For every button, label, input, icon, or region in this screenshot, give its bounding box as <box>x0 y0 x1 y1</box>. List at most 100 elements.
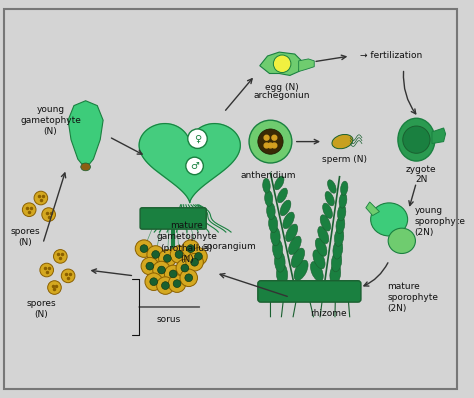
Circle shape <box>180 269 198 287</box>
Circle shape <box>145 273 163 291</box>
Circle shape <box>169 270 177 278</box>
Circle shape <box>34 191 48 205</box>
Ellipse shape <box>81 163 91 171</box>
FancyBboxPatch shape <box>258 281 361 302</box>
Circle shape <box>190 248 207 265</box>
Text: ♂: ♂ <box>190 161 199 171</box>
Ellipse shape <box>330 263 341 285</box>
Circle shape <box>191 258 199 266</box>
Circle shape <box>403 126 430 153</box>
Circle shape <box>185 274 192 282</box>
Text: young
sporophyte
(2N): young sporophyte (2N) <box>414 206 465 237</box>
Ellipse shape <box>339 193 347 208</box>
Circle shape <box>264 143 269 148</box>
Text: egg (N): egg (N) <box>265 83 299 92</box>
Polygon shape <box>432 128 446 144</box>
Circle shape <box>173 280 181 287</box>
Circle shape <box>140 245 148 252</box>
Circle shape <box>158 266 165 274</box>
Ellipse shape <box>264 190 273 206</box>
Ellipse shape <box>283 212 294 228</box>
Ellipse shape <box>315 238 327 256</box>
Circle shape <box>42 208 55 221</box>
Ellipse shape <box>331 252 342 272</box>
Circle shape <box>135 240 153 258</box>
Circle shape <box>181 264 189 272</box>
Text: spores
(N): spores (N) <box>26 299 55 319</box>
Ellipse shape <box>286 224 298 242</box>
Polygon shape <box>260 52 301 76</box>
Text: mature
gametophyte
(prothallus)
(N): mature gametophyte (prothallus) (N) <box>156 221 217 264</box>
Circle shape <box>61 269 75 283</box>
Circle shape <box>175 251 183 258</box>
Polygon shape <box>139 123 240 203</box>
Ellipse shape <box>294 260 308 281</box>
Ellipse shape <box>323 203 332 219</box>
Circle shape <box>146 262 154 270</box>
Text: spores
(N): spores (N) <box>10 227 40 247</box>
Polygon shape <box>299 59 314 72</box>
Ellipse shape <box>271 227 280 246</box>
Ellipse shape <box>310 261 323 281</box>
Text: rhizome: rhizome <box>310 309 347 318</box>
Circle shape <box>187 245 194 252</box>
Text: zygote
2N: zygote 2N <box>406 165 437 184</box>
Text: ♀: ♀ <box>194 134 201 144</box>
Circle shape <box>147 246 164 263</box>
Circle shape <box>268 143 273 148</box>
Circle shape <box>164 265 182 283</box>
Circle shape <box>150 278 158 286</box>
Ellipse shape <box>276 263 288 285</box>
Ellipse shape <box>320 215 330 231</box>
Circle shape <box>186 157 203 175</box>
Ellipse shape <box>341 181 348 195</box>
Ellipse shape <box>269 215 278 233</box>
Text: sporangium: sporangium <box>202 242 256 251</box>
Ellipse shape <box>325 191 334 206</box>
Ellipse shape <box>274 176 284 190</box>
Polygon shape <box>68 101 103 164</box>
Circle shape <box>40 263 54 277</box>
Circle shape <box>186 254 203 271</box>
Circle shape <box>152 251 160 258</box>
Circle shape <box>22 203 36 217</box>
Ellipse shape <box>328 180 336 193</box>
Circle shape <box>156 277 174 295</box>
Ellipse shape <box>337 205 346 221</box>
Circle shape <box>141 258 159 275</box>
Circle shape <box>176 259 193 277</box>
Circle shape <box>168 275 186 293</box>
Ellipse shape <box>336 217 345 234</box>
Circle shape <box>258 129 283 154</box>
Ellipse shape <box>277 188 287 203</box>
FancyBboxPatch shape <box>140 208 206 229</box>
Text: archegoniun: archegoniun <box>254 91 310 100</box>
Ellipse shape <box>371 203 408 236</box>
Ellipse shape <box>388 228 415 254</box>
Ellipse shape <box>291 248 305 267</box>
Ellipse shape <box>274 251 285 272</box>
Ellipse shape <box>313 250 325 269</box>
Ellipse shape <box>289 236 301 255</box>
Circle shape <box>273 55 291 72</box>
Text: sorus: sorus <box>156 315 181 324</box>
Ellipse shape <box>333 240 343 259</box>
Circle shape <box>249 120 292 163</box>
Circle shape <box>170 246 188 263</box>
Ellipse shape <box>398 118 435 161</box>
Text: mature
sporophyte
(2N): mature sporophyte (2N) <box>387 282 438 313</box>
Text: → fertilization: → fertilization <box>360 51 422 60</box>
Ellipse shape <box>335 228 344 246</box>
Text: sperm (N): sperm (N) <box>322 155 367 164</box>
Text: antheridium: antheridium <box>241 171 296 180</box>
Circle shape <box>48 281 61 295</box>
Circle shape <box>188 129 207 148</box>
Ellipse shape <box>318 226 329 244</box>
Circle shape <box>164 254 171 262</box>
Circle shape <box>54 250 67 263</box>
Ellipse shape <box>263 178 270 193</box>
Circle shape <box>153 261 170 279</box>
Circle shape <box>264 135 269 140</box>
Circle shape <box>194 252 202 260</box>
Circle shape <box>272 135 277 140</box>
